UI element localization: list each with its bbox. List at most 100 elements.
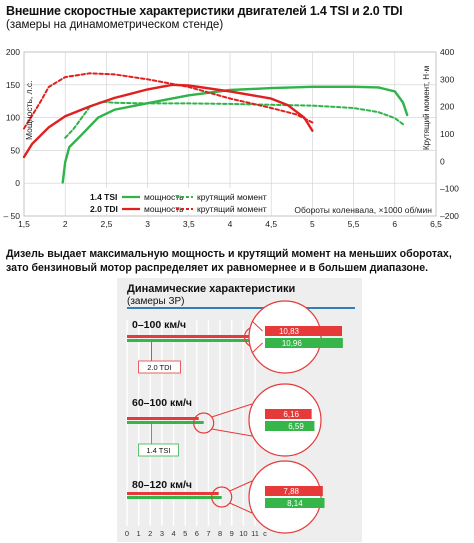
y-tick-label-right: 0 bbox=[440, 156, 445, 166]
zoom-circle-small bbox=[193, 412, 215, 434]
legend-tsi-torque-label: крутящий момент bbox=[197, 192, 267, 202]
zoom-bar-tdi bbox=[265, 326, 342, 336]
y-tick-label-left: 0 bbox=[15, 178, 20, 188]
zoom-connector bbox=[251, 320, 263, 332]
x-tick-label: 5 bbox=[310, 219, 315, 229]
time-tick-label: 1 bbox=[137, 529, 141, 538]
legend-tsi-power-label: мощность bbox=[144, 192, 184, 202]
time-tick-label: 6 bbox=[195, 529, 199, 538]
time-tick-label: 4 bbox=[171, 529, 175, 538]
y-tick-label-right: –200 bbox=[440, 211, 459, 221]
series-lines bbox=[22, 72, 409, 184]
series-callout-tsi: 1.4 TSI bbox=[138, 424, 179, 457]
x-tick-label: 4 bbox=[228, 219, 233, 229]
zoom-connector bbox=[229, 502, 253, 514]
tick-labels: 1,5 2 2,5 3 3,5 4 4,5 5 5,5 6 6,5 200 150 100 50 0 – 50 4… bbox=[3, 47, 459, 229]
value-label-tdi: 10,83 bbox=[279, 327, 300, 336]
zoom-connector bbox=[211, 403, 253, 418]
bar-group: 60–100 км/ч 6,16 6,59 bbox=[127, 383, 322, 457]
time-tick-label: 9 bbox=[230, 529, 234, 538]
callout-box bbox=[138, 360, 181, 374]
legend-background bbox=[88, 188, 260, 214]
time-tick-label: 0 bbox=[125, 529, 129, 538]
time-tick-label: 5 bbox=[183, 529, 187, 538]
y-tick-label-right: 400 bbox=[440, 47, 454, 57]
time-tick-labels: 0 1 2 3 4 5 6 7 8 9 10 11 с bbox=[125, 529, 267, 538]
dynamics-panel bbox=[117, 278, 362, 542]
series-line-3 bbox=[22, 83, 314, 159]
x-tick-label: 2,5 bbox=[100, 219, 112, 229]
y-tick-label-right: –100 bbox=[440, 184, 459, 194]
zoom-circle-small bbox=[211, 486, 233, 508]
y-tick-label-left: 200 bbox=[6, 47, 20, 57]
callout-box bbox=[138, 443, 179, 457]
value-label-tdi: 7,88 bbox=[283, 487, 299, 496]
x-tick-label: 5,5 bbox=[348, 219, 360, 229]
time-tick-label: 3 bbox=[160, 529, 164, 538]
bar-tdi bbox=[127, 492, 219, 495]
y-tick-label-right: 100 bbox=[440, 129, 454, 139]
callout-label: 2.0 TDI bbox=[147, 363, 171, 372]
zoom-connector bbox=[251, 342, 263, 354]
time-unit-label: с bbox=[263, 529, 267, 538]
time-tick-label: 7 bbox=[206, 529, 210, 538]
value-label-tsi: 8,14 bbox=[287, 499, 303, 508]
y-tick-label-left: 100 bbox=[6, 113, 20, 123]
value-label-tsi: 6,59 bbox=[288, 422, 304, 431]
time-tick-label: 2 bbox=[148, 529, 152, 538]
x-tick-label: 1,5 bbox=[18, 219, 30, 229]
bar-tdi bbox=[127, 335, 254, 338]
x-tick-label: 6,5 bbox=[430, 219, 442, 229]
legend-engine-tdi: 2.0 TDI bbox=[90, 204, 118, 214]
zoom-bar-tdi bbox=[265, 486, 323, 496]
bar-tsi bbox=[127, 421, 204, 424]
bar-tsi bbox=[127, 339, 255, 342]
y-axis-label-right: Крутящий момент, Н·м bbox=[422, 66, 431, 150]
time-tick-label: 10 bbox=[239, 529, 247, 538]
chart-title: Внешние скоростные характеристики двигат… bbox=[6, 4, 403, 18]
x-axis-label: Обороты коленвала, ×1000 об/мин bbox=[294, 205, 432, 215]
y-axis-label-left: Мощность, л.с. bbox=[24, 80, 34, 140]
time-tick-label: 11 bbox=[251, 529, 259, 538]
callout-label: 1.4 TSI bbox=[146, 446, 170, 455]
y-tick-label-left: 150 bbox=[6, 80, 20, 90]
x-tick-label: 3,5 bbox=[183, 219, 195, 229]
value-label-tsi: 10,96 bbox=[282, 339, 303, 348]
x-tick-label: 4,5 bbox=[265, 219, 277, 229]
speed-characteristics-chart: 1,5 2 2,5 3 3,5 4 4,5 5 5,5 6 6,5 200 150 100 50 0 – 50 4… bbox=[3, 47, 459, 229]
series-callout-tdi: 2.0 TDI bbox=[138, 342, 181, 374]
y-tick-label-left: 50 bbox=[11, 145, 21, 155]
bar-group: 80–120 км/ч 7,88 8,14 bbox=[127, 460, 325, 534]
dynamics-title: Динамические характеристики bbox=[127, 283, 295, 295]
zoom-bar-tdi bbox=[265, 409, 312, 419]
y-tick-label-right: 200 bbox=[440, 102, 454, 112]
legend-tdi-torque-label: крутящий момент bbox=[197, 204, 267, 214]
dynamics-subtitle: (замеры ЗР) bbox=[127, 296, 184, 307]
zoom-connector bbox=[229, 480, 253, 492]
group-label: 0–100 км/ч bbox=[132, 319, 186, 331]
zoom-circle bbox=[248, 300, 322, 374]
dynamics-chart: Динамические характеристики (замеры ЗР) … bbox=[117, 278, 362, 542]
zoom-connector bbox=[211, 428, 253, 437]
zoom-circle bbox=[248, 460, 322, 534]
value-label-tdi: 6,16 bbox=[283, 410, 299, 419]
x-tick-label: 6 bbox=[392, 219, 397, 229]
zoom-bar-tsi bbox=[265, 421, 315, 431]
legend-engine-tsi: 1.4 TSI bbox=[90, 192, 117, 202]
series-line-4 bbox=[23, 72, 314, 130]
zoom-circle bbox=[248, 383, 322, 457]
legend: 1.4 TSI мощность крутящий момент 2.0 TDI… bbox=[88, 188, 267, 214]
y-tick-label-left: – 50 bbox=[3, 211, 20, 221]
x-tick-label: 3 bbox=[145, 219, 150, 229]
legend-tdi-power-label: мощность bbox=[144, 204, 184, 214]
zoom-bar-tsi bbox=[265, 338, 343, 348]
chart-subtitle: (замеры на динамометрическом стенде) bbox=[6, 19, 224, 31]
y-tick-label-right: 300 bbox=[440, 74, 454, 84]
bar-tsi bbox=[127, 496, 222, 499]
bar-group: 0–100 км/ч 10,83 10,96 bbox=[127, 300, 343, 374]
chart-caption: Дизель выдает максимальную мощность и кр… bbox=[6, 248, 452, 274]
time-tick-label: 8 bbox=[218, 529, 222, 538]
bar-tdi bbox=[127, 417, 199, 420]
group-label: 80–120 км/ч bbox=[132, 479, 192, 491]
dynamics-bars: 0–100 км/ч 10,83 10,96 60–100 км/ч 6,16 6,59 8… bbox=[127, 300, 343, 534]
